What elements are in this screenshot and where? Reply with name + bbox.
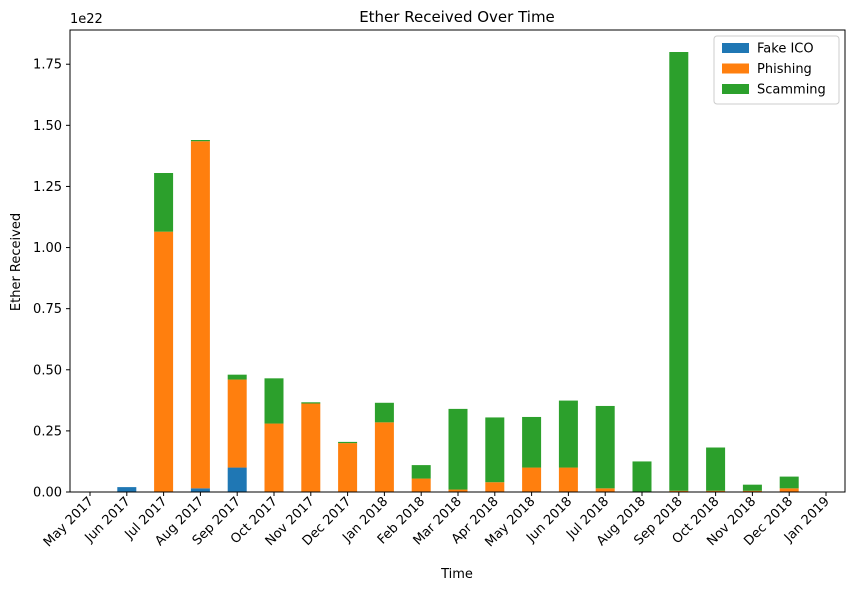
y-offset-label: 1e22 xyxy=(70,12,103,27)
legend-swatch xyxy=(722,63,749,74)
bar-scamming xyxy=(301,402,321,404)
bar-phishing xyxy=(411,478,431,492)
bar-scamming xyxy=(779,476,799,489)
y-tick-label: 0.75 xyxy=(33,302,62,317)
bar-scamming xyxy=(374,402,394,423)
bar-scamming xyxy=(706,447,726,491)
bar-scamming xyxy=(338,441,358,444)
bar-phishing xyxy=(448,489,468,492)
bar-phishing xyxy=(338,443,358,492)
bar-phishing xyxy=(227,379,247,468)
legend-swatch xyxy=(722,84,749,94)
bar-scamming xyxy=(448,408,468,490)
bar-phishing xyxy=(595,488,615,492)
bar-scamming xyxy=(411,465,431,479)
bar-phishing xyxy=(706,490,726,492)
y-tick-label: 1.75 xyxy=(33,58,62,73)
bar-phishing xyxy=(779,488,799,492)
bar-scamming xyxy=(227,374,247,380)
bar-scamming xyxy=(485,417,505,483)
bar-scamming xyxy=(154,173,174,232)
y-tick-label: 1.00 xyxy=(33,241,62,256)
bar-phishing xyxy=(742,490,762,492)
bar-scamming xyxy=(595,405,615,489)
bar-scamming xyxy=(742,484,762,491)
bar-phishing xyxy=(190,141,210,489)
bar-phishing xyxy=(558,467,578,492)
bar-fake-ico xyxy=(190,488,210,492)
bar-phishing xyxy=(669,490,689,492)
bar-phishing xyxy=(374,422,394,492)
bar-fake-ico xyxy=(117,487,137,492)
chart-title: Ether Received Over Time xyxy=(359,8,555,26)
legend-label: Fake ICO xyxy=(757,42,814,57)
y-ticks: 0.00 0.25 0.50 0.75 1.00 1.25 1.50 1.75 xyxy=(33,58,70,501)
y-tick-label: 0.50 xyxy=(33,363,62,378)
y-tick-label: 0.00 xyxy=(33,486,62,501)
y-tick-label: 1.50 xyxy=(33,119,62,134)
bar-phishing xyxy=(485,482,505,492)
y-axis-label: Ether Received xyxy=(9,213,24,311)
bar-scamming xyxy=(190,140,210,142)
y-tick-label: 0.25 xyxy=(33,424,62,439)
bar-phishing xyxy=(154,231,174,493)
bar-phishing xyxy=(522,467,542,492)
bars-layer xyxy=(117,52,799,493)
x-axis-label: Time xyxy=(440,567,473,582)
bar-scamming xyxy=(522,416,542,468)
bar-phishing xyxy=(301,403,321,492)
legend-label: Scamming xyxy=(757,83,826,98)
bar-fake-ico xyxy=(227,467,247,492)
bar-scamming xyxy=(558,400,578,468)
plot-frame xyxy=(69,29,846,493)
legend-label: Phishing xyxy=(757,62,812,77)
bar-scamming xyxy=(264,378,284,424)
bar-scamming xyxy=(669,52,689,491)
bar-phishing xyxy=(264,423,284,492)
legend-swatch xyxy=(722,43,749,53)
legend: Fake ICO Phishing Scamming xyxy=(713,35,840,105)
bar-scamming xyxy=(632,461,652,492)
y-tick-label: 1.25 xyxy=(33,180,62,195)
